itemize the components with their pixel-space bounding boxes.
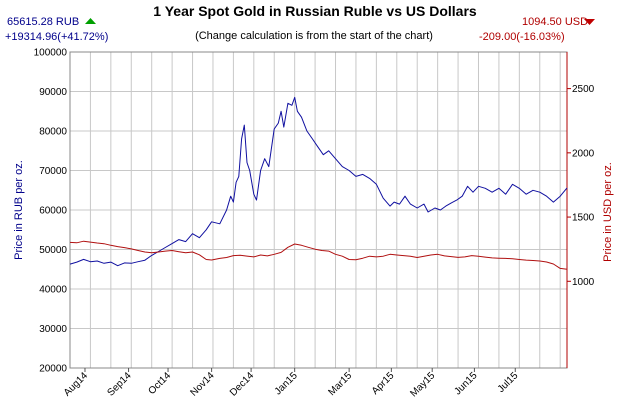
right-tick-label: 2500: [572, 84, 595, 95]
up-arrow-icon: [85, 18, 96, 24]
x-tick-label: Jun15: [452, 370, 479, 397]
series-layer: [69, 96, 568, 270]
right-axis-ticks: 1000 1500 2000 2500: [566, 52, 595, 368]
down-arrow-icon: [584, 19, 595, 25]
left-tick-label: 100000: [34, 48, 68, 59]
right-change-label: -209.00(-16.03%): [479, 31, 565, 43]
usd-price-line: [69, 240, 568, 270]
right-price-label: 1094.50 USD: [522, 16, 588, 28]
grid: [70, 51, 567, 369]
left-tick-label: 90000: [39, 87, 67, 98]
x-tick-label: Mar15: [326, 370, 354, 398]
chart-subtitle: (Change calculation is from the start of…: [195, 30, 433, 42]
left-tick-label: 30000: [39, 324, 67, 335]
left-tick-label: 80000: [39, 127, 67, 138]
x-tick-label: Dec14: [228, 370, 257, 399]
x-tick-label: May15: [408, 370, 437, 399]
left-change-label: +19314.96(+41.72%): [5, 31, 108, 43]
right-axis-label: Price in USD per oz.: [602, 162, 614, 262]
right-tick-label: 1000: [572, 277, 595, 288]
left-tick-label: 70000: [39, 166, 67, 177]
left-price-label: 65615.28 RUB: [7, 16, 79, 28]
left-tick-label: 50000: [39, 245, 67, 256]
left-axis-label: Price in RUB per oz.: [13, 160, 25, 260]
x-tick-label: Nov14: [189, 370, 218, 399]
left-axis-ticks: 20000 30000 40000 50000 60000 70000 80000 90000…: [34, 48, 68, 375]
x-tick-label: Apr15: [370, 370, 397, 397]
right-tick-label: 2000: [572, 148, 595, 159]
left-tick-label: 60000: [39, 206, 67, 217]
x-tick-label: Jul15: [496, 370, 521, 395]
chart-title: 1 Year Spot Gold in Russian Ruble vs US …: [153, 3, 477, 19]
right-tick-label: 1500: [572, 213, 595, 224]
x-tick-label: Oct14: [147, 370, 174, 397]
left-tick-label: 20000: [39, 364, 67, 375]
rub-price-line: [69, 96, 568, 267]
x-axis-ticks: Aug14 Sep14 Oct14 Nov14 Dec14 Jan15 Mar15 Apr15…: [62, 368, 521, 399]
x-tick-label: Jan15: [273, 370, 300, 397]
left-tick-label: 40000: [39, 285, 67, 296]
x-tick-label: Sep14: [105, 370, 134, 399]
